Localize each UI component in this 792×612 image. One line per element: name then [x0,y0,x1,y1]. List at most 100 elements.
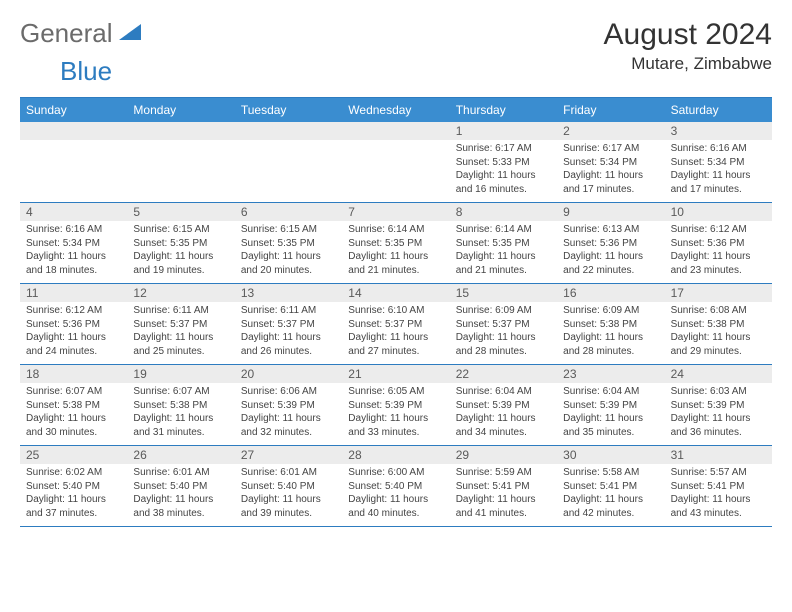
daylight-text: Daylight: 11 hours and 34 minutes. [456,412,551,439]
day-number: 16 [557,284,664,302]
sunset-text: Sunset: 5:33 PM [456,156,551,170]
sunrise-text: Sunrise: 6:13 AM [563,223,658,237]
sunset-text: Sunset: 5:39 PM [563,399,658,413]
day-body: Sunrise: 6:07 AMSunset: 5:38 PMDaylight:… [20,383,127,445]
day-number: 12 [127,284,234,302]
sunset-text: Sunset: 5:38 PM [563,318,658,332]
day-number: 22 [450,365,557,383]
weekday-thursday: Thursday [450,98,557,122]
day-number: 8 [450,203,557,221]
day-body: Sunrise: 6:16 AMSunset: 5:34 PMDaylight:… [20,221,127,283]
sunrise-text: Sunrise: 6:15 AM [241,223,336,237]
week-row: 25262728293031Sunrise: 6:02 AMSunset: 5:… [20,446,772,527]
daylight-text: Daylight: 11 hours and 29 minutes. [671,331,766,358]
weekday-saturday: Saturday [665,98,772,122]
weekday-header-row: Sunday Monday Tuesday Wednesday Thursday… [20,98,772,122]
day-body: Sunrise: 6:03 AMSunset: 5:39 PMDaylight:… [665,383,772,445]
sunset-text: Sunset: 5:36 PM [671,237,766,251]
daylight-text: Daylight: 11 hours and 41 minutes. [456,493,551,520]
sunset-text: Sunset: 5:40 PM [241,480,336,494]
daylight-text: Daylight: 11 hours and 16 minutes. [456,169,551,196]
sunset-text: Sunset: 5:37 PM [456,318,551,332]
day-body: Sunrise: 6:11 AMSunset: 5:37 PMDaylight:… [235,302,342,364]
day-body: Sunrise: 6:17 AMSunset: 5:33 PMDaylight:… [450,140,557,202]
week-row: 45678910Sunrise: 6:16 AMSunset: 5:34 PMD… [20,203,772,284]
sunset-text: Sunset: 5:39 PM [456,399,551,413]
sunrise-text: Sunrise: 6:01 AM [133,466,228,480]
daylight-text: Daylight: 11 hours and 26 minutes. [241,331,336,358]
day-number: 25 [20,446,127,464]
logo-triangle-icon [119,22,141,45]
logo: General [20,18,143,49]
logo-text-general: General [20,18,113,49]
sunset-text: Sunset: 5:34 PM [26,237,121,251]
daylight-text: Daylight: 11 hours and 42 minutes. [563,493,658,520]
sunset-text: Sunset: 5:35 PM [456,237,551,251]
day-body: Sunrise: 6:01 AMSunset: 5:40 PMDaylight:… [127,464,234,526]
day-number: 13 [235,284,342,302]
day-body: Sunrise: 6:11 AMSunset: 5:37 PMDaylight:… [127,302,234,364]
sunrise-text: Sunrise: 6:03 AM [671,385,766,399]
day-number [342,122,449,140]
daylight-text: Daylight: 11 hours and 31 minutes. [133,412,228,439]
day-number: 23 [557,365,664,383]
sunset-text: Sunset: 5:34 PM [563,156,658,170]
day-number: 3 [665,122,772,140]
sunrise-text: Sunrise: 6:07 AM [26,385,121,399]
daylight-text: Daylight: 11 hours and 40 minutes. [348,493,443,520]
daylight-text: Daylight: 11 hours and 37 minutes. [26,493,121,520]
day-body: Sunrise: 6:13 AMSunset: 5:36 PMDaylight:… [557,221,664,283]
day-number: 27 [235,446,342,464]
day-number: 20 [235,365,342,383]
day-number: 14 [342,284,449,302]
day-body: Sunrise: 6:01 AMSunset: 5:40 PMDaylight:… [235,464,342,526]
sunrise-text: Sunrise: 6:08 AM [671,304,766,318]
calendar: Sunday Monday Tuesday Wednesday Thursday… [20,97,772,527]
sunset-text: Sunset: 5:36 PM [26,318,121,332]
sunrise-text: Sunrise: 6:12 AM [671,223,766,237]
sunrise-text: Sunrise: 6:17 AM [563,142,658,156]
day-number: 9 [557,203,664,221]
sunset-text: Sunset: 5:40 PM [348,480,443,494]
day-number: 7 [342,203,449,221]
day-body [235,140,342,202]
daylight-text: Daylight: 11 hours and 21 minutes. [348,250,443,277]
day-number: 5 [127,203,234,221]
sunrise-text: Sunrise: 6:15 AM [133,223,228,237]
day-number: 24 [665,365,772,383]
sunrise-text: Sunrise: 6:11 AM [133,304,228,318]
daylight-text: Daylight: 11 hours and 28 minutes. [563,331,658,358]
daylight-text: Daylight: 11 hours and 38 minutes. [133,493,228,520]
day-body: Sunrise: 6:06 AMSunset: 5:39 PMDaylight:… [235,383,342,445]
day-number: 4 [20,203,127,221]
sunrise-text: Sunrise: 6:14 AM [348,223,443,237]
day-number: 17 [665,284,772,302]
weekday-monday: Monday [127,98,234,122]
daylight-text: Daylight: 11 hours and 32 minutes. [241,412,336,439]
daylight-text: Daylight: 11 hours and 17 minutes. [671,169,766,196]
day-body: Sunrise: 6:07 AMSunset: 5:38 PMDaylight:… [127,383,234,445]
sunset-text: Sunset: 5:37 PM [241,318,336,332]
daylight-text: Daylight: 11 hours and 21 minutes. [456,250,551,277]
daylight-text: Daylight: 11 hours and 27 minutes. [348,331,443,358]
week-row: 11121314151617Sunrise: 6:12 AMSunset: 5:… [20,284,772,365]
sunrise-text: Sunrise: 6:12 AM [26,304,121,318]
daylight-text: Daylight: 11 hours and 22 minutes. [563,250,658,277]
day-body: Sunrise: 6:15 AMSunset: 5:35 PMDaylight:… [127,221,234,283]
weekday-sunday: Sunday [20,98,127,122]
sunset-text: Sunset: 5:35 PM [133,237,228,251]
sunset-text: Sunset: 5:41 PM [671,480,766,494]
sunrise-text: Sunrise: 5:58 AM [563,466,658,480]
day-body: Sunrise: 6:10 AMSunset: 5:37 PMDaylight:… [342,302,449,364]
sunset-text: Sunset: 5:34 PM [671,156,766,170]
month-title: August 2024 [604,18,772,52]
day-number: 30 [557,446,664,464]
logo-text-blue: Blue [60,56,112,86]
sunset-text: Sunset: 5:35 PM [241,237,336,251]
day-number: 29 [450,446,557,464]
day-number [127,122,234,140]
sunrise-text: Sunrise: 5:59 AM [456,466,551,480]
day-number: 6 [235,203,342,221]
daylight-text: Daylight: 11 hours and 18 minutes. [26,250,121,277]
sunset-text: Sunset: 5:39 PM [241,399,336,413]
